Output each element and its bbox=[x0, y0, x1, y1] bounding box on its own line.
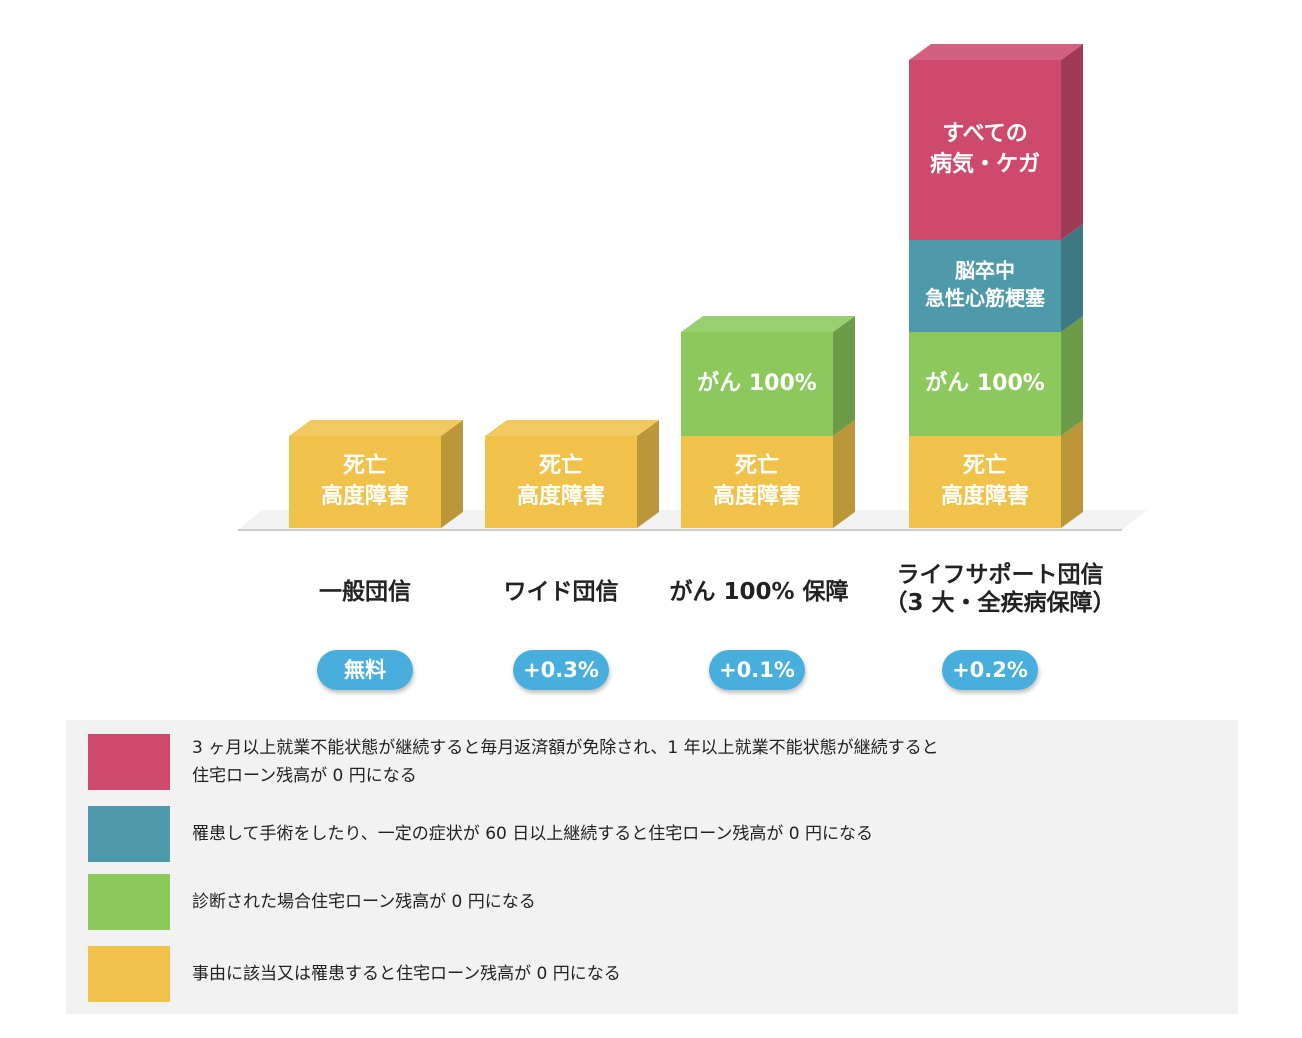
bar-side-lifesupport-stroke bbox=[1061, 224, 1083, 332]
rate-badge-cancer: +0.1% bbox=[709, 650, 805, 690]
bar-top-lifesupport bbox=[909, 44, 1083, 60]
legend-text-line: 3 ヶ月以上就業不能状態が継続すると毎月返済額が免除され、1 年以上就業不能状態… bbox=[192, 738, 939, 758]
legend-text: 3 ヶ月以上就業不能状態が継続すると毎月返済額が免除され、1 年以上就業不能状態… bbox=[192, 734, 939, 790]
segment-label: 高度障害 bbox=[941, 483, 1029, 509]
bar-segment-lifesupport-cancer100 bbox=[909, 332, 1061, 436]
legend-item-all_illness: 3 ヶ月以上就業不能状態が継続すると毎月返済額が免除され、1 年以上就業不能状態… bbox=[88, 734, 1218, 790]
legend-text: 診断された場合住宅ローン残高が 0 円になる bbox=[192, 888, 536, 916]
legend-swatch bbox=[88, 946, 170, 1002]
plan-name-line: がん 100% 保障 bbox=[669, 579, 849, 605]
segment-label: 高度障害 bbox=[713, 483, 801, 509]
plan-name-line: ライフサポート団信 bbox=[896, 562, 1104, 588]
bar-segment-general-death bbox=[289, 436, 441, 528]
segment-label: 死亡 bbox=[963, 453, 1007, 479]
bar-top-cancer bbox=[681, 316, 855, 332]
legend-text-line: 住宅ローン残高が 0 円になる bbox=[192, 766, 417, 786]
bar-segment-lifesupport-all_illness bbox=[909, 60, 1061, 240]
bar-side-lifesupport-cancer100 bbox=[1061, 316, 1083, 436]
segment-label: すべての bbox=[942, 122, 1028, 147]
segment-label: 死亡 bbox=[539, 453, 583, 479]
bar-segment-wide-death bbox=[485, 436, 637, 528]
legend-item-cancer100: 診断された場合住宅ローン残高が 0 円になる bbox=[88, 874, 1218, 930]
legend-swatch bbox=[88, 734, 170, 790]
bar-top-wide bbox=[485, 420, 659, 436]
legend-item-death: 事由に該当又は罹患すると住宅ローン残高が 0 円になる bbox=[88, 946, 1218, 1002]
segment-label: がん 100% bbox=[925, 370, 1045, 396]
legend-item-stroke: 罹患して手術をしたり、一定の症状が 60 日以上継続すると住宅ローン残高が 0 … bbox=[88, 806, 1218, 862]
segment-label: 高度障害 bbox=[517, 483, 605, 509]
legend-swatch bbox=[88, 806, 170, 862]
plan-name-line: ワイド団信 bbox=[503, 579, 619, 605]
plan-name-line: （3 大・全疾病保障） bbox=[884, 590, 1116, 616]
segment-label: 死亡 bbox=[735, 453, 779, 479]
bar-segment-lifesupport-stroke bbox=[909, 240, 1061, 332]
rate-badge-wide: +0.3% bbox=[513, 650, 609, 690]
plan-name-lifesupport: ライフサポート団信 （3 大・全疾病保障） bbox=[850, 561, 1150, 617]
bar-side-cancer-cancer100 bbox=[833, 316, 855, 436]
legend-text-line: 診断された場合住宅ローン残高が 0 円になる bbox=[192, 892, 536, 912]
bar-segment-lifesupport-death bbox=[909, 436, 1061, 528]
legend-text-line: 罹患して手術をしたり、一定の症状が 60 日以上継続すると住宅ローン残高が 0 … bbox=[192, 824, 874, 844]
bar-side-lifesupport-all_illness bbox=[1061, 44, 1083, 240]
bar-segment-cancer-death bbox=[681, 436, 833, 528]
bar-segment-cancer-cancer100 bbox=[681, 332, 833, 436]
legend-swatch bbox=[88, 874, 170, 930]
rate-badge-lifesupport: +0.2% bbox=[942, 650, 1038, 690]
plan-name-wide: ワイド団信 bbox=[411, 578, 711, 606]
bar-side-cancer-death bbox=[833, 420, 855, 528]
legend-text-line: 事由に該当又は罹患すると住宅ローン残高が 0 円になる bbox=[192, 964, 621, 984]
segment-label: 死亡 bbox=[343, 453, 387, 479]
legend: 3 ヶ月以上就業不能状態が継続すると毎月返済額が免除され、1 年以上就業不能状態… bbox=[66, 720, 1238, 1014]
segment-label: 急性心筋梗塞 bbox=[925, 286, 1046, 310]
legend-text: 罹患して手術をしたり、一定の症状が 60 日以上継続すると住宅ローン残高が 0 … bbox=[192, 820, 873, 848]
rate-badge-general: 無料 bbox=[317, 650, 413, 690]
legend-text: 事由に該当又は罹患すると住宅ローン残高が 0 円になる bbox=[192, 960, 621, 988]
bar-side-wide-death bbox=[637, 420, 659, 528]
plan-name-cancer: がん 100% 保障 bbox=[609, 578, 909, 606]
segment-label: がん 100% bbox=[697, 370, 817, 396]
segment-label: 高度障害 bbox=[321, 483, 409, 509]
plan-name-general: 一般団信 bbox=[215, 578, 515, 606]
plan-name-line: 一般団信 bbox=[319, 579, 411, 605]
bar-side-general-death bbox=[441, 420, 463, 528]
segment-label: 脳卒中 bbox=[954, 258, 1015, 282]
segment-label: 病気・ケガ bbox=[930, 151, 1040, 177]
bar-top-general bbox=[289, 420, 463, 436]
bar-side-lifesupport-death bbox=[1061, 420, 1083, 528]
